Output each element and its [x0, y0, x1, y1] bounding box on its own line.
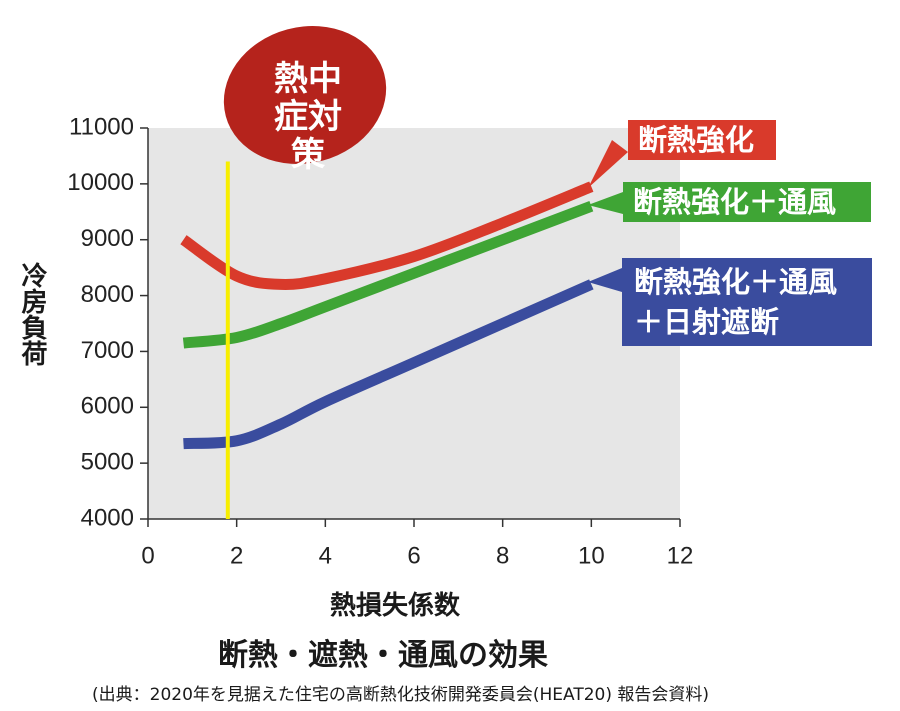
- pointer: [588, 140, 628, 188]
- x-tick-label: 10: [578, 542, 605, 569]
- y-tick-label: 4000: [81, 504, 134, 531]
- chart-title: 断熱・遮熱・通風の効果: [218, 638, 548, 673]
- x-tick-label: 4: [319, 542, 332, 569]
- y-tick-label: 9000: [81, 225, 134, 252]
- y-tick-label: 11000: [69, 113, 134, 140]
- pointer: [588, 268, 622, 292]
- series-line: [183, 279, 594, 450]
- annotation-ellipse: [223, 25, 387, 165]
- legend-entry: 断熱強化＋通風＋日射遮断: [622, 258, 872, 346]
- series-line: [182, 201, 594, 349]
- legend-entry: 断熱強化＋通風: [623, 182, 871, 222]
- plot-area: [148, 128, 680, 519]
- y-tick-label: 7000: [81, 337, 134, 364]
- pointer: [588, 192, 623, 214]
- source-note: (出典：2020年を見据えた住宅の高断熱化技術開発委員会(HEAT20) 報告会…: [92, 685, 710, 705]
- x-tick-label: 0: [141, 542, 154, 569]
- legend-entry: 断熱強化: [628, 120, 776, 160]
- x-tick-label: 6: [407, 542, 420, 569]
- x-tick-label: 8: [496, 542, 509, 569]
- y-axis-label: 冷房負荷: [17, 262, 47, 366]
- y-tick-label: 5000: [81, 448, 134, 475]
- x-tick-label: 12: [667, 542, 694, 569]
- y-tick-label: 6000: [81, 393, 134, 420]
- y-tick-label: 10000: [67, 169, 134, 196]
- x-tick-label: 2: [230, 542, 243, 569]
- x-axis-label: 熱損失係数: [330, 591, 461, 621]
- y-tick-label: 8000: [81, 281, 134, 308]
- annotation: 熱中症対策: [274, 59, 342, 175]
- series-line: [180, 181, 594, 290]
